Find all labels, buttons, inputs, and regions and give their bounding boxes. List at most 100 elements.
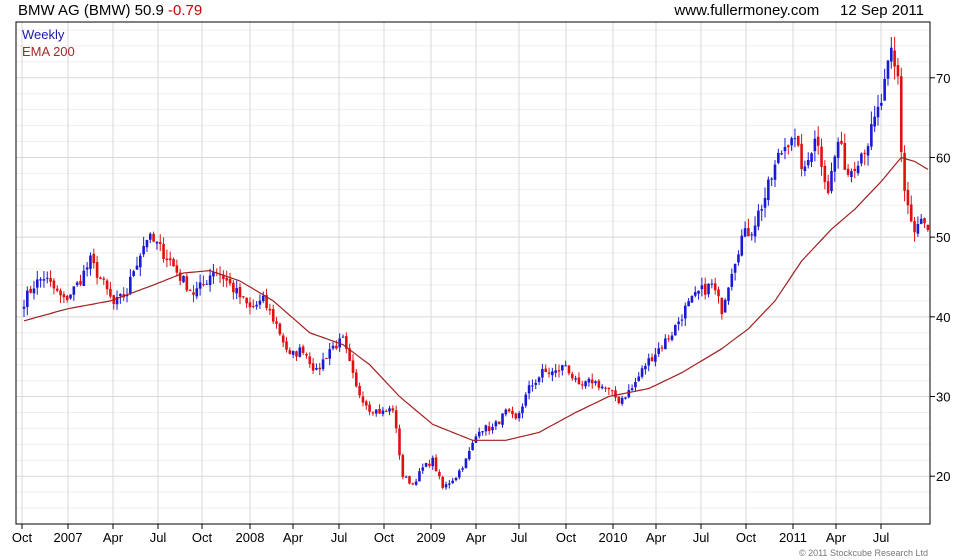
candle xyxy=(919,214,923,225)
grid-lines xyxy=(16,22,930,524)
candle-body xyxy=(890,47,893,62)
candle xyxy=(268,303,272,315)
candle-body xyxy=(52,280,56,289)
candle xyxy=(371,411,375,416)
candle xyxy=(577,372,581,385)
candle-body xyxy=(551,371,554,376)
candle-body xyxy=(258,300,262,305)
candle xyxy=(22,299,26,317)
candle xyxy=(893,36,896,80)
candle-body xyxy=(448,483,451,485)
candle-body xyxy=(175,265,179,273)
candle-body xyxy=(541,369,544,378)
candle xyxy=(501,413,504,428)
candle-body xyxy=(637,376,641,381)
candle xyxy=(657,342,660,357)
candle-body xyxy=(388,408,391,412)
candle-body xyxy=(315,368,318,370)
candle-body xyxy=(255,304,258,307)
candle-body xyxy=(544,368,548,373)
candle-body xyxy=(614,390,617,398)
x-tick-label: Jul xyxy=(873,530,890,545)
candle xyxy=(261,291,265,304)
candle-body xyxy=(454,477,458,481)
candle xyxy=(414,478,418,486)
candle-body xyxy=(441,476,444,488)
candle-body xyxy=(763,197,767,208)
candle-body xyxy=(265,295,268,309)
candle xyxy=(580,380,584,390)
candle-body xyxy=(713,283,717,291)
candle xyxy=(438,469,441,480)
candle xyxy=(464,458,468,469)
candle-body xyxy=(511,410,514,415)
candle-body xyxy=(650,357,654,362)
candle xyxy=(148,232,152,244)
candle-body xyxy=(916,224,920,234)
candle-body xyxy=(501,413,504,425)
x-tick-label: 2009 xyxy=(417,530,446,545)
candle xyxy=(411,482,415,486)
candle xyxy=(142,236,145,258)
candle xyxy=(178,269,182,286)
source-site[interactable]: www.fullermoney.com xyxy=(674,2,820,19)
candle xyxy=(208,268,212,292)
candle xyxy=(876,94,880,126)
candle-body xyxy=(919,218,923,224)
candle xyxy=(567,365,571,376)
candle xyxy=(574,375,577,383)
candle-body xyxy=(145,240,149,248)
candle-body xyxy=(285,341,288,350)
candle xyxy=(245,297,248,309)
candle xyxy=(537,376,541,386)
candle xyxy=(590,373,594,389)
candle xyxy=(534,379,538,390)
candle-body xyxy=(866,146,870,156)
candle-body xyxy=(345,336,348,349)
candle xyxy=(424,462,428,468)
candle xyxy=(477,427,481,439)
candle xyxy=(836,137,840,169)
candle xyxy=(55,285,59,293)
candle-body xyxy=(786,145,790,148)
x-tick-label: 2010 xyxy=(599,530,628,545)
candle xyxy=(504,408,508,417)
candle xyxy=(467,447,471,461)
candle-body xyxy=(198,282,202,289)
candle xyxy=(92,248,96,269)
candle xyxy=(677,317,680,331)
candle xyxy=(923,217,926,229)
candle xyxy=(168,251,172,266)
candle-body xyxy=(82,270,86,286)
candle xyxy=(331,341,335,351)
candle xyxy=(328,342,332,366)
candle xyxy=(850,168,853,183)
candle-body xyxy=(777,152,780,163)
candle-body xyxy=(580,384,584,386)
candle-body xyxy=(22,306,26,309)
candle xyxy=(600,384,604,390)
ema-200-line xyxy=(23,156,929,441)
candle xyxy=(388,405,391,416)
candle-body xyxy=(697,290,700,294)
candle xyxy=(325,357,328,360)
candle-body xyxy=(584,381,587,387)
candle xyxy=(79,274,82,287)
candle-body xyxy=(358,385,361,396)
candle-body xyxy=(830,171,833,192)
candle xyxy=(890,37,893,69)
y-axis: 20 30 40 50 60 70 xyxy=(930,71,950,484)
candle xyxy=(228,272,232,287)
candle xyxy=(75,280,79,287)
candle xyxy=(451,477,454,484)
candle-body xyxy=(670,335,674,340)
candle xyxy=(361,391,365,407)
candle xyxy=(381,407,385,417)
candle-body xyxy=(906,189,910,206)
y-tick-label: 20 xyxy=(936,469,950,484)
candle-body xyxy=(364,401,368,406)
candle xyxy=(285,336,288,353)
candle-body xyxy=(856,165,860,174)
candle xyxy=(205,280,209,285)
candle-body xyxy=(271,309,275,322)
